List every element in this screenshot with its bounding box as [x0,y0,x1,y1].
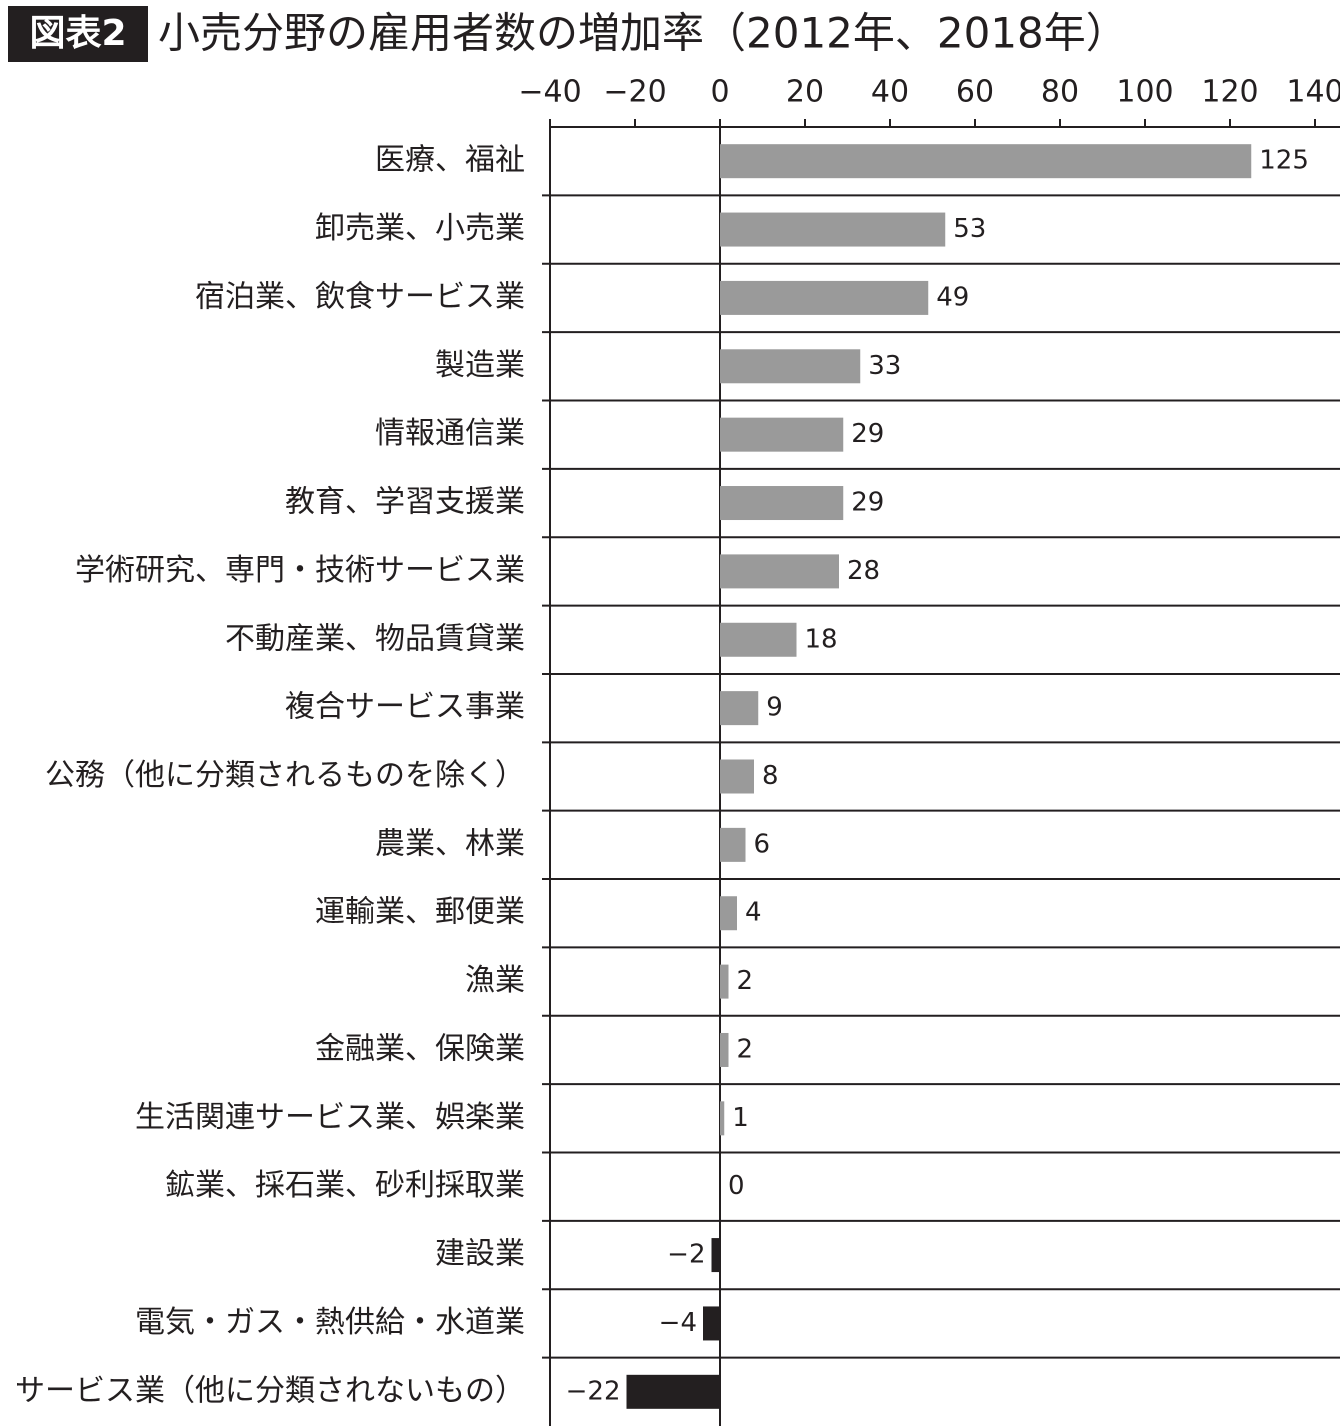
value-label: 6 [754,829,771,859]
bar [720,964,729,999]
value-label: −22 [566,1376,621,1406]
x-tick-label: 140 [1286,75,1340,110]
y-tick-label: 農業、林業 [375,826,525,861]
value-label: 33 [868,351,901,381]
y-tick-label: 建設業 [435,1237,525,1272]
y-tick-label: 生活関連サービス業、娯楽業 [135,1100,525,1135]
value-label: 4 [745,898,762,928]
value-label: −2 [667,1240,705,1270]
x-tick-label: 20 [786,75,824,110]
bar [720,622,797,657]
chart-title: 小売分野の雇用者数の増加率（2012年、2018年） [158,9,1128,58]
value-label: 9 [766,693,783,723]
x-tick-label: 40 [871,75,909,110]
y-tick-label: 漁業 [465,963,525,998]
x-tick-label: 0 [710,75,729,110]
bar [703,1306,720,1341]
bar [711,1238,720,1273]
bar [626,1374,720,1409]
bar [720,554,839,589]
bar [720,486,844,521]
y-tick-label: 教育、学習支援業 [285,485,525,520]
value-label: 28 [847,556,880,586]
y-tick-label: 電気・ガス・熱供給・水道業 [135,1305,525,1340]
bar [720,896,737,931]
value-label: 0 [728,1171,745,1201]
y-tick-label: 不動産業、物品賃貸業 [225,621,525,656]
bar [720,827,746,862]
value-label: 2 [737,1034,754,1064]
y-tick-label: 学術研究、専門・技術サービス業 [75,553,525,588]
x-tick-label: 80 [1041,75,1079,110]
bar [720,1032,729,1067]
x-tick-label: 60 [956,75,994,110]
y-tick-label: 宿泊業、飲食サービス業 [195,279,525,314]
bar [720,144,1252,179]
bar [720,759,754,794]
x-tick-label: −40 [518,75,581,110]
value-label: 1 [732,1103,749,1133]
value-label: 53 [953,214,986,244]
bar [720,212,946,247]
value-label: −4 [659,1308,697,1338]
bar [720,1101,725,1136]
y-tick-label: 鉱業、採石業、砂利採取業 [165,1168,525,1203]
figure-label: 図表2 [29,13,126,54]
bar [720,349,861,384]
y-tick-label: 複合サービス事業 [285,690,525,725]
y-tick-label: 製造業 [435,348,525,383]
y-tick-label: 情報通信業 [375,416,525,451]
y-tick-label: 医療、福祉 [375,143,525,178]
value-label: 29 [851,419,884,449]
value-label: 2 [737,966,754,996]
y-tick-label: サービス業（他に分類されないもの） [15,1373,525,1408]
y-tick-label: 金融業、保険業 [315,1031,525,1066]
x-tick-label: 100 [1116,75,1173,110]
bar [720,280,929,315]
y-tick-label: 卸売業、小売業 [315,211,525,246]
y-tick-label: 運輸業、郵便業 [315,895,525,930]
value-label: 29 [851,488,884,518]
x-tick-label: 120 [1201,75,1258,110]
value-label: 18 [805,624,838,654]
y-tick-label: 公務（他に分類されるものを除く） [45,758,525,793]
value-label: 49 [936,282,969,312]
x-tick-label: −20 [603,75,666,110]
bar [720,691,759,726]
label-box [8,6,148,62]
value-label: 8 [762,761,779,791]
value-label: 125 [1259,146,1309,176]
bar [720,417,844,452]
